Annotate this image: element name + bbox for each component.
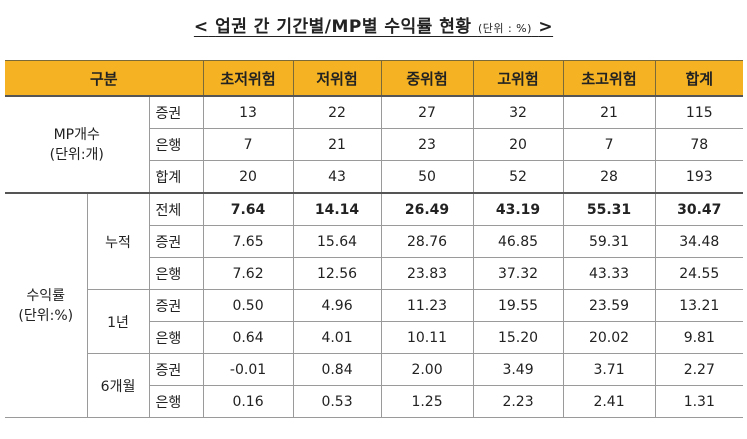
cell: 115 — [654, 95, 744, 129]
header-col-5: 합계 — [654, 60, 744, 97]
header-col-3: 고위험 — [472, 60, 564, 97]
header-col-2: 중위험 — [380, 60, 474, 97]
row-sub-label: 증권 — [149, 225, 204, 258]
cell: 37.32 — [472, 257, 564, 290]
cell: 15.20 — [472, 321, 564, 354]
period-label: 누적 — [86, 192, 150, 290]
row-sub-label: 은행 — [149, 128, 204, 161]
cell: 1.25 — [380, 385, 474, 418]
cell: 24.55 — [654, 257, 744, 290]
cell: 2.00 — [380, 353, 474, 386]
cell: 11.23 — [380, 289, 474, 322]
cell: 7.62 — [202, 257, 294, 290]
cell: 19.55 — [472, 289, 564, 322]
cell: 193 — [654, 160, 744, 194]
row-sub-label: 은행 — [149, 385, 204, 418]
cell: 7.64 — [202, 192, 294, 226]
cell: 7 — [562, 128, 656, 161]
cell: 0.84 — [292, 353, 382, 386]
period-label: 6개월 — [87, 353, 150, 418]
table-row: 은행 7 21 23 20 7 78 — [5, 128, 744, 161]
title-underlined: < 업권 간 기간별/MP별 수익률 현황 (단위 : %) > — [193, 17, 554, 37]
cell: 0.53 — [292, 385, 382, 418]
cell: 28.76 — [380, 225, 474, 258]
cell: 13 — [202, 95, 294, 129]
returns-table: 구분 초저위험 저위험 중위험 고위험 초고위험 합계 MP개수 (단위:개) … — [5, 60, 744, 418]
cell: 3.49 — [472, 353, 564, 386]
cell: 2.41 — [562, 385, 656, 418]
cell: 2.27 — [654, 353, 744, 386]
table-row: 6개월 증권 -0.01 0.84 2.00 3.49 3.71 2.27 — [5, 353, 744, 418]
cell: 55.31 — [562, 192, 656, 226]
header-row: 구분 초저위험 저위험 중위험 고위험 초고위험 합계 — [5, 60, 744, 97]
cell: 23.59 — [562, 289, 656, 322]
cell: 26.49 — [380, 192, 474, 226]
row-sub-label: 증권 — [148, 95, 204, 129]
cell: 2.23 — [472, 385, 564, 418]
table-row: 은행 0.16 0.53 1.25 2.23 2.41 1.31 — [5, 385, 744, 418]
cell: 52 — [472, 160, 564, 194]
cell: 50 — [380, 160, 474, 194]
header-col-0: 초저위험 — [202, 60, 294, 97]
cell: 20 — [202, 160, 294, 194]
cell: 43 — [292, 160, 382, 194]
cell: 28 — [562, 160, 656, 194]
cell: 10.11 — [380, 321, 474, 354]
cell: 14.14 — [292, 192, 382, 226]
cell: 4.96 — [292, 289, 382, 322]
cell: 1.31 — [654, 385, 744, 418]
cell: 34.48 — [654, 225, 744, 258]
cell: 23.83 — [380, 257, 474, 290]
cell: 0.50 — [202, 289, 294, 322]
cell: 20.02 — [562, 321, 656, 354]
cell: 30.47 — [654, 192, 744, 226]
header-col-1: 저위험 — [292, 60, 382, 97]
table-row: 1년 증권 0.50 4.96 11.23 19.55 23.59 13.21 — [5, 289, 744, 354]
cell: 13.21 — [654, 289, 744, 322]
row-sub-label: 증권 — [148, 353, 204, 386]
cell: 27 — [380, 95, 474, 129]
table-row: 증권 7.65 15.64 28.76 46.85 59.31 34.48 — [5, 225, 744, 258]
table-row: MP개수 (단위:개) 증권 13 22 27 32 21 115 — [5, 95, 744, 194]
cell: 3.71 — [562, 353, 656, 386]
table-row: 수익률 (단위:%) 누적 전체 7.64 14.14 26.49 43.19 … — [5, 192, 744, 418]
mp-count-label: MP개수 (단위:개) — [5, 95, 150, 194]
cell: 22 — [292, 95, 382, 129]
cell: -0.01 — [202, 353, 294, 386]
row-sub-label: 전체 — [148, 192, 204, 226]
cell: 9.81 — [654, 321, 744, 354]
cell: 12.56 — [292, 257, 382, 290]
returns-label: 수익률 (단위:%) — [5, 192, 88, 418]
cell: 21 — [292, 128, 382, 161]
table-row: 은행 7.62 12.56 23.83 37.32 43.33 24.55 — [5, 257, 744, 290]
cell: 32 — [472, 95, 564, 129]
cell: 0.16 — [202, 385, 294, 418]
title-unit: (단위 : %) — [477, 22, 532, 35]
cell: 43.33 — [562, 257, 656, 290]
table-row: 합계 20 43 50 52 28 193 — [5, 160, 744, 194]
cell: 43.19 — [472, 192, 564, 226]
cell: 59.31 — [562, 225, 656, 258]
cell: 46.85 — [472, 225, 564, 258]
row-sub-label: 합계 — [149, 160, 204, 194]
period-label: 1년 — [87, 289, 150, 354]
cell: 7 — [202, 128, 294, 161]
row-sub-label: 은행 — [149, 321, 204, 354]
cell: 20 — [472, 128, 564, 161]
row-sub-label: 증권 — [148, 289, 204, 322]
table-row: 은행 0.64 4.01 10.11 15.20 20.02 9.81 — [5, 321, 744, 354]
cell: 21 — [562, 95, 656, 129]
page-title: < 업권 간 기간별/MP별 수익률 현황 (단위 : %) > — [0, 12, 747, 37]
cell: 15.64 — [292, 225, 382, 258]
cell: 7.65 — [202, 225, 294, 258]
cell: 23 — [380, 128, 474, 161]
row-sub-label: 은행 — [149, 257, 204, 290]
header-category: 구분 — [5, 60, 204, 97]
header-col-4: 초고위험 — [562, 60, 656, 97]
cell: 0.64 — [202, 321, 294, 354]
cell: 4.01 — [292, 321, 382, 354]
cell: 78 — [654, 128, 744, 161]
